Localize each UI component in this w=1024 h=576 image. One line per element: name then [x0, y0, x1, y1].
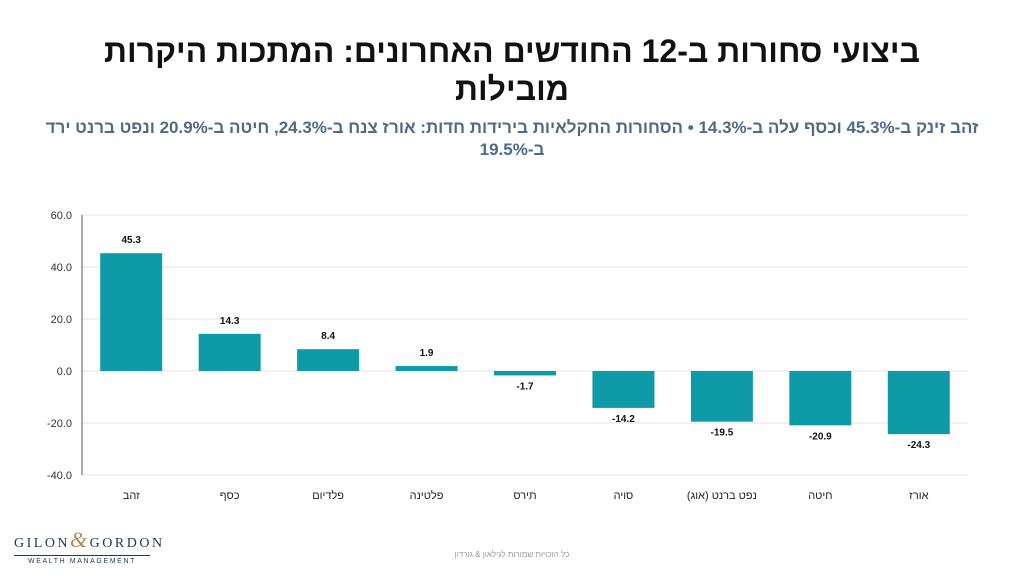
y-tick-label: 40.0: [51, 262, 72, 274]
y-tick-label: -20.0: [47, 418, 72, 430]
x-tick-label: תירס: [513, 490, 536, 502]
x-tick-label: חיטה: [808, 490, 832, 502]
data-label: -1.7: [516, 381, 534, 392]
x-tick-label: סויה: [614, 490, 634, 502]
y-tick-label: 20.0: [51, 314, 72, 326]
logo-tagline: WEALTH MANAGEMENT: [28, 558, 136, 565]
y-tick-label: 0.0: [57, 366, 72, 378]
bar: [887, 371, 950, 435]
bar: [297, 349, 360, 371]
logo-word-gordon: GORDON: [89, 536, 165, 551]
data-label: -24.3: [907, 440, 930, 451]
data-label: -19.5: [710, 428, 733, 439]
x-tick-label: נפט ברנט (אוג): [687, 490, 757, 502]
x-tick-label: פלטינה: [410, 489, 444, 502]
bar: [592, 371, 655, 408]
x-tick-label: אורז: [909, 490, 929, 502]
data-label: 8.4: [321, 331, 335, 342]
bar: [100, 253, 163, 371]
bar: [690, 371, 753, 422]
copyright-footer: כל הזכויות שמורות לגילאון & גורדון: [454, 550, 570, 559]
bar: [789, 371, 852, 426]
x-tick-label: כסף: [220, 490, 240, 502]
y-tick-label: -40.0: [47, 470, 72, 482]
logo-word-gilon: GILON: [14, 536, 71, 551]
chart-subtitle: זהב זינק ב-45.3% וכסף עלה ב-14.3% • הסחו…: [45, 118, 979, 159]
data-label: -14.2: [612, 414, 635, 425]
data-label: -20.9: [809, 431, 832, 442]
data-label: 14.3: [220, 316, 240, 327]
bar: [198, 333, 261, 371]
logo-ampersand: &: [70, 527, 90, 552]
y-tick-label: 60.0: [51, 210, 72, 222]
company-logo: GILON&GORDON WEALTH MANAGEMENT: [14, 527, 162, 565]
data-label: 1.9: [420, 348, 434, 359]
x-tick-label: פלדיום: [312, 489, 344, 502]
chart-title: ביצועי סחורות ב-12 החודשים האחרונים: המת…: [104, 33, 920, 107]
data-label: 45.3: [121, 235, 141, 246]
x-tick-label: זהב: [123, 490, 140, 502]
logo-divider: [14, 555, 150, 556]
bar: [494, 371, 556, 376]
bar: [395, 366, 458, 371]
